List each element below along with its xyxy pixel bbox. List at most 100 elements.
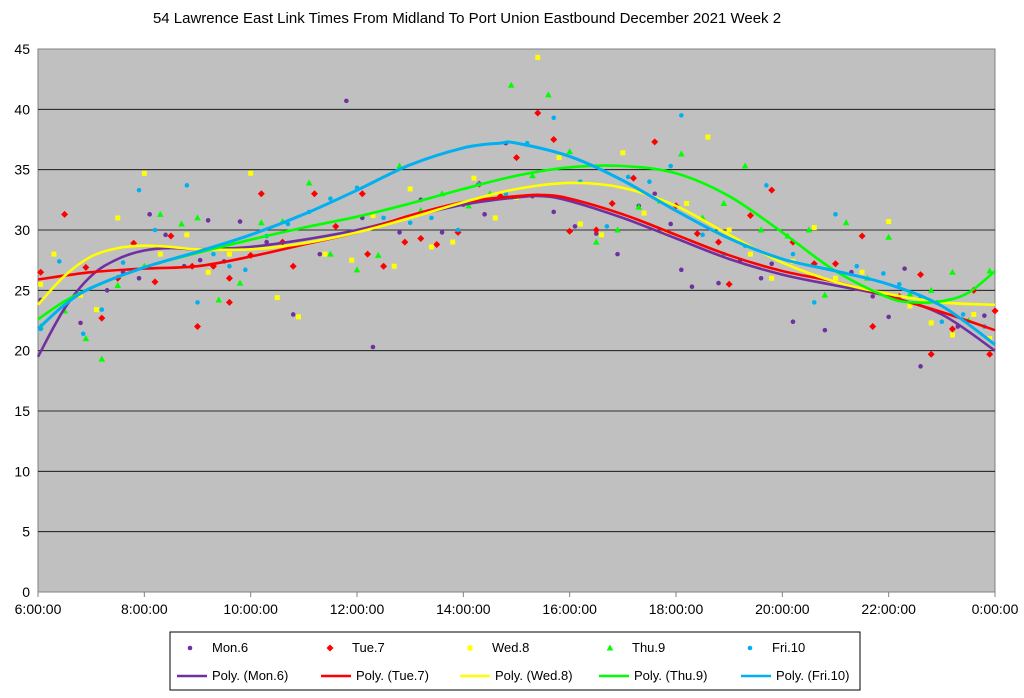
point-tue-7 bbox=[927, 350, 935, 358]
point-mon-6 bbox=[482, 212, 487, 217]
point-wed-8 bbox=[274, 295, 280, 301]
point-wed-8 bbox=[471, 175, 477, 181]
point-tue-7 bbox=[401, 238, 409, 246]
point-wed-8 bbox=[987, 336, 993, 342]
x-tick-label: 14:00:00 bbox=[436, 601, 491, 617]
point-mon-6 bbox=[317, 251, 323, 257]
point-thu-9 bbox=[114, 282, 122, 289]
point-thu-9 bbox=[236, 279, 244, 286]
point-wed-8 bbox=[705, 134, 711, 140]
legend: Mon.6 Poly. (Mon.6) Tue.7 Poly. (Tue.7) Wed.… bbox=[177, 640, 849, 683]
point-tue-7 bbox=[61, 210, 69, 218]
x-tick-label: 12:00:00 bbox=[330, 601, 385, 617]
point-wed-8 bbox=[370, 213, 376, 219]
legend-label-tue-7: Tue.7 bbox=[352, 640, 385, 655]
point-fri-10 bbox=[56, 259, 62, 264]
point-mon-6 bbox=[668, 221, 673, 227]
point-thu-9 bbox=[720, 199, 728, 206]
point-mon-6 bbox=[344, 98, 349, 104]
point-fri-10 bbox=[764, 183, 769, 188]
point-wed-8 bbox=[556, 155, 562, 161]
point-wed-8 bbox=[833, 275, 838, 281]
point-fri-10 bbox=[328, 196, 333, 201]
point-mon-6 bbox=[136, 275, 142, 281]
point-mon-6 bbox=[902, 266, 907, 271]
point-fri-10 bbox=[407, 220, 413, 226]
point-tue-7 bbox=[513, 154, 520, 162]
y-tick-label: 25 bbox=[14, 282, 30, 298]
point-tue-7 bbox=[364, 250, 372, 258]
point-mon-6 bbox=[147, 212, 152, 217]
point-wed-8 bbox=[949, 332, 955, 338]
point-wed-8 bbox=[599, 232, 605, 238]
legend-marker-mon-6 bbox=[187, 645, 193, 651]
point-thu-9 bbox=[82, 335, 90, 342]
y-tick-label: 30 bbox=[14, 222, 30, 238]
point-mon-6 bbox=[290, 312, 296, 317]
point-wed-8 bbox=[157, 251, 163, 257]
point-tue-7 bbox=[380, 262, 388, 270]
plot-area bbox=[37, 48, 996, 593]
point-wed-8 bbox=[492, 215, 498, 221]
point-tue-7 bbox=[693, 230, 701, 238]
point-tue-7 bbox=[433, 240, 441, 248]
point-fri-10 bbox=[227, 263, 232, 269]
y-tick-label: 15 bbox=[14, 403, 30, 419]
point-tue-7 bbox=[746, 212, 754, 220]
point-thu-9 bbox=[215, 296, 223, 303]
point-thu-9 bbox=[741, 162, 749, 169]
point-wed-8 bbox=[226, 251, 232, 257]
legend-trend-label-mon-6: Poly. (Mon.6) bbox=[212, 668, 288, 683]
point-mon-6 bbox=[264, 239, 269, 245]
point-tue-7 bbox=[550, 136, 558, 143]
point-fri-10 bbox=[80, 331, 86, 337]
point-tue-7 bbox=[98, 314, 106, 322]
point-wed-8 bbox=[684, 200, 690, 206]
point-wed-8 bbox=[577, 221, 583, 227]
legend-trend-label-fri-10: Poly. (Fri.10) bbox=[776, 668, 849, 683]
y-tick-label: 20 bbox=[14, 343, 30, 359]
y-axis: 0 5 10 15 20 25 30 35 40 45 bbox=[14, 41, 30, 600]
point-thu-9 bbox=[353, 266, 361, 273]
point-fri-10 bbox=[195, 300, 200, 305]
legend-marker-wed-8 bbox=[467, 645, 473, 651]
point-wed-8 bbox=[907, 303, 913, 309]
point-thu-9 bbox=[156, 210, 164, 217]
point-wed-8 bbox=[115, 215, 121, 221]
point-thu-9 bbox=[178, 220, 185, 227]
point-wed-8 bbox=[662, 229, 668, 235]
point-thu-9 bbox=[678, 150, 685, 157]
point-fri-10 bbox=[811, 300, 817, 305]
point-tue-7 bbox=[310, 190, 318, 198]
point-fri-10 bbox=[243, 267, 248, 273]
point-wed-8 bbox=[428, 244, 434, 250]
point-wed-8 bbox=[248, 170, 254, 176]
point-mon-6 bbox=[397, 230, 402, 235]
legend-marker-fri-10 bbox=[747, 645, 753, 651]
point-wed-8 bbox=[407, 186, 413, 192]
point-tue-7 bbox=[289, 262, 297, 270]
point-mon-6 bbox=[716, 280, 721, 286]
point-tue-7 bbox=[592, 226, 600, 234]
x-tick-label: 20:00:00 bbox=[755, 601, 810, 617]
point-thu-9 bbox=[949, 268, 956, 275]
point-tue-7 bbox=[768, 186, 776, 194]
point-tue-7 bbox=[725, 280, 733, 288]
point-thu-9 bbox=[507, 81, 515, 88]
point-wed-8 bbox=[971, 311, 977, 317]
point-tue-7 bbox=[225, 298, 233, 306]
point-wed-8 bbox=[859, 269, 865, 275]
point-wed-8 bbox=[450, 239, 456, 245]
point-wed-8 bbox=[38, 281, 44, 287]
point-thu-9 bbox=[592, 238, 600, 245]
point-tue-7 bbox=[417, 234, 425, 242]
point-mon-6 bbox=[197, 257, 203, 263]
point-thu-9 bbox=[757, 226, 765, 233]
point-fri-10 bbox=[429, 215, 434, 221]
point-mon-6 bbox=[370, 344, 376, 350]
point-fri-10 bbox=[120, 260, 126, 265]
point-fri-10 bbox=[881, 271, 886, 276]
point-thu-9 bbox=[821, 291, 829, 298]
point-mon-6 bbox=[572, 224, 578, 229]
